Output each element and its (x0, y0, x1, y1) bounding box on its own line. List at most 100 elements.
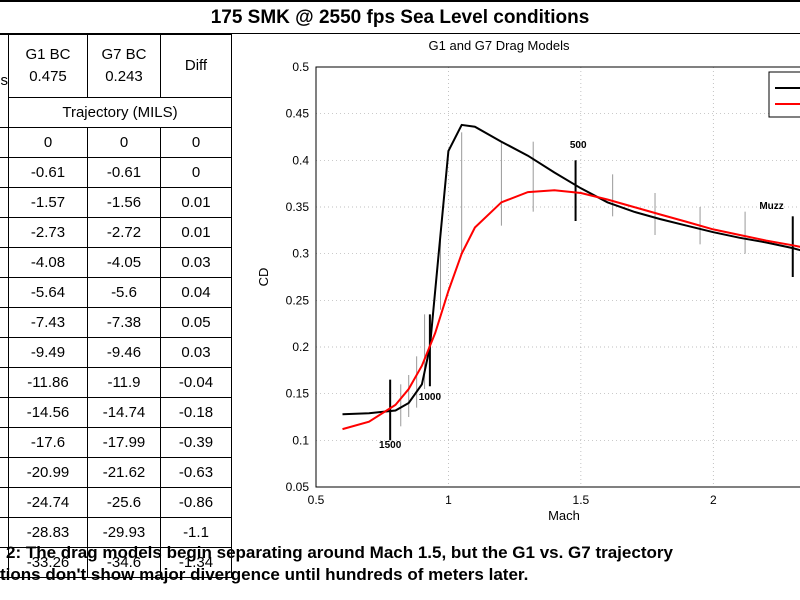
diff-cell: -1.1 (160, 517, 232, 548)
table-row: -14.56 -14.74 -0.18 (0, 397, 232, 428)
y-tick-label: 0.3 (292, 247, 309, 261)
x-tick-label: 0.5 (308, 493, 325, 507)
row-fragment-cell (0, 277, 9, 308)
g7-cell: 0 (87, 127, 161, 158)
legend-box (768, 71, 800, 118)
g7-bc-header: G7 BC 0.243 (87, 34, 161, 98)
g7-cell: -7.38 (87, 307, 161, 338)
row-fragment-cell (0, 217, 9, 248)
g1-cell: -20.99 (8, 457, 88, 488)
g7-cell: -9.46 (87, 337, 161, 368)
g7-cell: -11.9 (87, 367, 161, 398)
g1-cell: -4.08 (8, 247, 88, 278)
y-tick-label: 0.05 (286, 480, 310, 494)
table-row: -17.6 -17.99 -0.39 (0, 427, 232, 458)
g7-cell: -4.05 (87, 247, 161, 278)
g1-bc-header: G1 BC 0.475 (8, 34, 88, 98)
table-row: -20.99 -21.62 -0.63 (0, 457, 232, 488)
chart-title: G1 and G7 Drag Models (429, 38, 570, 53)
g7-cell: -2.72 (87, 217, 161, 248)
row-fragment-cell (0, 457, 9, 488)
row-fragment-cell (0, 307, 9, 338)
g7-cell: -34.6 (87, 547, 161, 578)
y-tick-label: 0.1 (292, 433, 309, 447)
g7-cell: -17.99 (87, 427, 161, 458)
table-row: -33.26 -34.6 -1.34 (0, 547, 232, 578)
diff-cell: 0 (160, 157, 232, 188)
diff-cell: 0.03 (160, 337, 232, 368)
page-title: 175 SMK @ 2550 fps Sea Level conditions (0, 0, 800, 34)
g1-cell: -14.56 (8, 397, 88, 428)
series-layer (342, 123, 800, 431)
g1-cell: -11.86 (8, 367, 88, 398)
diff-cell: 0.01 (160, 187, 232, 218)
row-fragment-cell (0, 127, 9, 158)
tick-label-layer: 0.05 0.1 0.15 0.2 0.25 0.3 0.35 0.4 0.45 0.5 0.5 1 1… (286, 60, 717, 507)
diff-cell: -0.04 (160, 367, 232, 398)
g7-cell: -14.74 (87, 397, 161, 428)
diff-cell: -0.18 (160, 397, 232, 428)
g7-cell: -0.61 (87, 157, 161, 188)
y-tick-label: 0.35 (286, 200, 310, 214)
range-annotation: Muzz (759, 201, 783, 212)
row-fragment-cell (0, 187, 9, 218)
range-annotation: 1500 (379, 440, 402, 451)
table-header-row: s G1 BC 0.475 G7 BC 0.243 Diff (0, 34, 232, 128)
row-fragment-cell (0, 367, 9, 398)
g1-bc-label: G1 BC (25, 46, 71, 63)
g1-cell: 0 (8, 127, 88, 158)
g1-cell: -2.73 (8, 217, 88, 248)
caption-line-1: 2: The drag models begin separating arou… (6, 543, 673, 562)
x-tick-label: 1 (445, 493, 452, 507)
range-annotation: 500 (570, 140, 587, 151)
row-fragment-cell (0, 157, 9, 188)
g1-cell: -24.74 (8, 487, 88, 518)
x-axis-label: Mach (548, 508, 580, 523)
y-tick-label: 0.5 (292, 60, 309, 74)
series-line-g1 (342, 123, 800, 416)
x-tick-label: 2 (710, 493, 717, 507)
g1-cell: -33.26 (8, 547, 88, 578)
diff-cell: 0.05 (160, 307, 232, 338)
g7-cell: -25.6 (87, 487, 161, 518)
table-row: -2.73 -2.72 0.01 (0, 217, 232, 248)
trajectory-subheader: Trajectory (MILS) (8, 97, 232, 128)
trajectory-table: s G1 BC 0.475 G7 BC 0.243 Diff Trajector… (0, 34, 232, 578)
g1-cell: -9.49 (8, 337, 88, 368)
y-tick-label: 0.25 (286, 293, 310, 307)
diff-cell: 0.03 (160, 247, 232, 278)
range-annotation: 1000 (419, 392, 442, 403)
row-fragment-cell (0, 247, 9, 278)
g7-cell: -1.56 (87, 187, 161, 218)
y-tick-label: 0.15 (286, 387, 310, 401)
diff-cell: 0.04 (160, 277, 232, 308)
left-fragment-header: s (0, 34, 9, 128)
table-row: -28.83 -29.93 -1.1 (0, 517, 232, 548)
series-line-g7 (342, 189, 800, 431)
table-row: -11.86 -11.9 -0.04 (0, 367, 232, 398)
table-row: -7.43 -7.38 0.05 (0, 307, 232, 338)
g7-cell: -21.62 (87, 457, 161, 488)
g1-cell: -0.61 (8, 157, 88, 188)
diff-cell: -1.34 (160, 547, 232, 578)
table-row: -0.61 -0.61 0 (0, 157, 232, 188)
g1-bc-value: 0.475 (29, 68, 67, 85)
g7-cell: -29.93 (87, 517, 161, 548)
g1-cell: -7.43 (8, 307, 88, 338)
table-row: -4.08 -4.05 0.03 (0, 247, 232, 278)
y-tick-label: 0.2 (292, 340, 309, 354)
table-subheader-row: Trajectory (MILS) (0, 97, 232, 128)
g1-cell: -1.57 (8, 187, 88, 218)
diff-cell: -0.63 (160, 457, 232, 488)
row-fragment-cell (0, 397, 9, 428)
error-bar-layer (389, 132, 794, 441)
caption-line-2: tions don't show major divergence until … (0, 565, 529, 584)
x-tick-label: 1.5 (573, 493, 590, 507)
row-fragment-cell (0, 337, 9, 368)
figure-caption: 2: The drag models begin separating arou… (0, 542, 800, 586)
table-row: -9.49 -9.46 0.03 (0, 337, 232, 368)
plot-frame (315, 66, 800, 488)
table-row: -5.64 -5.6 0.04 (0, 277, 232, 308)
diff-cell: -0.39 (160, 427, 232, 458)
